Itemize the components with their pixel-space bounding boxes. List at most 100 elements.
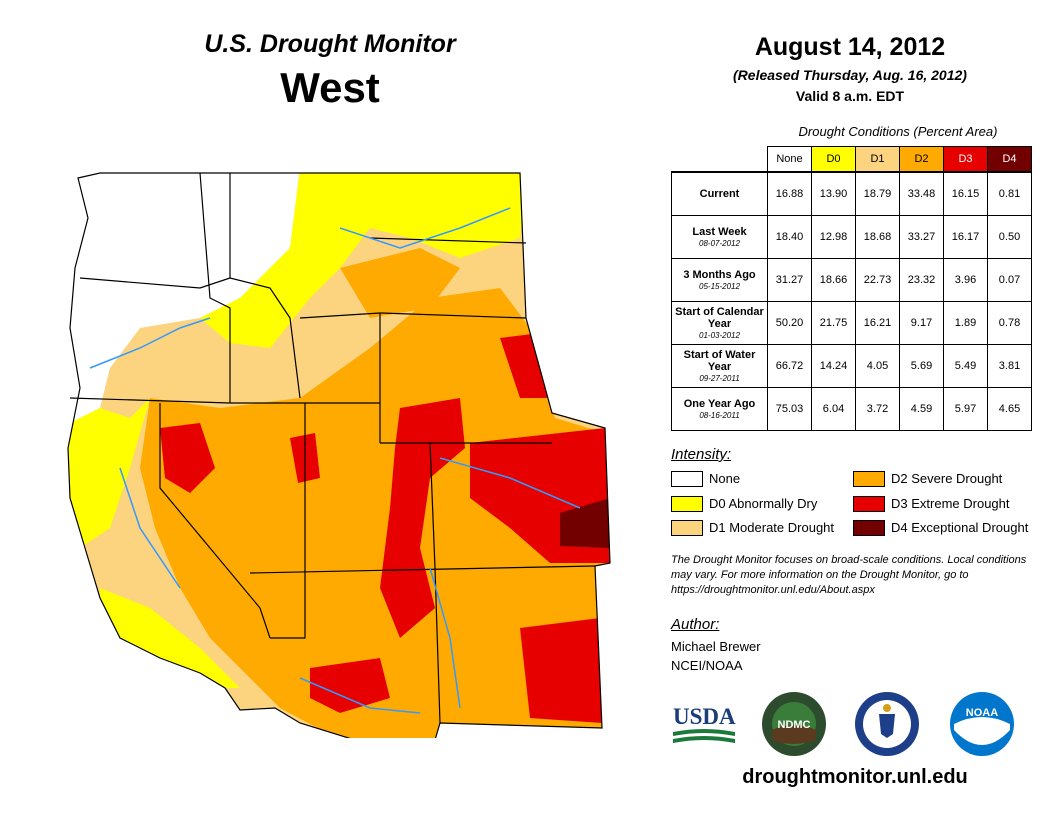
map-date: August 14, 2012 [754, 33, 946, 61]
legend-swatch [853, 520, 885, 536]
drought-area-d0-socal [100, 588, 240, 688]
cell-d1: 4.05 [855, 344, 900, 388]
legend-title: Intensity: [671, 446, 732, 463]
cell-d1: 18.79 [855, 171, 900, 216]
row-label-date: 08-07-2012 [699, 238, 740, 248]
usda-logo-text: USDA [673, 704, 736, 729]
table-row: Start of Water Year 09-27-2011 66.72 14.24 4… [671, 344, 1032, 388]
disclaimer-note: The Drought Monitor focuses on broad-sca… [671, 554, 1027, 596]
cat-header-none: None [767, 146, 812, 173]
cell-d3: 1.89 [943, 301, 988, 345]
table-row: One Year Ago 08-16-2011 75.03 6.04 3.72 4.59 5… [671, 387, 1032, 431]
ndmc-logo: NDMC [760, 690, 828, 758]
row-label: Current [671, 171, 768, 216]
row-label-main: Current [699, 187, 740, 200]
cell-d3: 5.49 [943, 344, 988, 388]
legend-label: D0 Abnormally Dry [709, 496, 818, 511]
author-org: NCEI/NOAA [671, 658, 743, 673]
legend-swatch [853, 471, 885, 487]
row-label-main: 3 Months Ago [683, 268, 756, 281]
row-label-date: 09-27-2011 [699, 373, 740, 383]
ndmc-logo-text: NDMC [778, 719, 811, 731]
legend-label: D3 Extreme Drought [891, 496, 1010, 511]
cell-none: 75.03 [767, 387, 812, 431]
drought-area-d0-idaho [200, 173, 370, 348]
legend-label: None [709, 471, 741, 486]
cell-d2: 23.32 [899, 258, 944, 302]
author-name: Michael Brewer [671, 639, 761, 654]
map-region-title: West [280, 64, 380, 111]
commerce-seal-logo [853, 690, 921, 758]
cell-none: 50.20 [767, 301, 812, 345]
cell-d2: 9.17 [899, 301, 944, 345]
cat-header-d4: D4 [987, 146, 1032, 173]
table-corner [672, 147, 768, 173]
cell-d0: 6.04 [811, 387, 856, 431]
drought-area-d2 [140, 288, 605, 738]
footer-url[interactable]: droughtmonitor.unl.edu [742, 766, 968, 788]
cell-d3: 5.97 [943, 387, 988, 431]
cell-d2: 33.27 [899, 215, 944, 259]
cell-d2: 33.48 [899, 171, 944, 216]
noaa-logo: NOAA [948, 690, 1016, 758]
cat-header-d3: D3 [943, 146, 988, 173]
row-label: Start of Calendar Year 01-03-2012 [671, 301, 768, 345]
row-label: 3 Months Ago 05-15-2012 [671, 258, 768, 302]
cell-d1: 22.73 [855, 258, 900, 302]
table-row: Current 16.88 13.90 18.79 33.48 16.15 0.81 [671, 171, 1032, 216]
author-title: Author: [671, 616, 720, 633]
cell-d3: 16.17 [943, 215, 988, 259]
cell-none: 31.27 [767, 258, 812, 302]
cell-d2: 4.59 [899, 387, 944, 431]
drought-area-d2-wyoming [340, 248, 460, 318]
table-caption: Drought Conditions (Percent Area) [798, 124, 998, 139]
row-label-date: 08-16-2011 [699, 410, 740, 420]
cell-d0: 14.24 [811, 344, 856, 388]
cell-d1: 16.21 [855, 301, 900, 345]
drought-area-none [68, 173, 300, 428]
row-label-main: Start of Water Year [683, 348, 756, 373]
cell-none: 66.72 [767, 344, 812, 388]
legend-swatch [671, 520, 703, 536]
drought-map [67, 172, 611, 738]
cat-header-d1: D1 [855, 146, 900, 173]
cell-none: 16.88 [767, 171, 812, 216]
row-label-date: 01-03-2012 [699, 330, 740, 340]
cell-none: 18.40 [767, 215, 812, 259]
cell-d0: 13.90 [811, 171, 856, 216]
row-label-main: Start of Calendar Year [675, 305, 764, 330]
legend-label: D2 Severe Drought [891, 471, 1003, 486]
drought-area-d3-nevada [160, 423, 215, 493]
cell-d0: 18.66 [811, 258, 856, 302]
legend-swatch [671, 471, 703, 487]
table-row: Last Week 08-07-2012 18.40 12.98 18.68 33.27 1… [671, 215, 1032, 259]
cell-d4: 0.50 [987, 215, 1032, 259]
cell-d1: 3.72 [855, 387, 900, 431]
map-super-title: U.S. Drought Monitor [204, 30, 456, 58]
cell-d4: 0.81 [987, 171, 1032, 216]
cell-d4: 0.07 [987, 258, 1032, 302]
cat-header-d0: D0 [811, 146, 856, 173]
legend-swatch [671, 496, 703, 512]
drought-area-d3-colorado [380, 398, 465, 638]
legend-label: D4 Exceptional Drought [891, 520, 1029, 535]
table-row: 3 Months Ago 05-15-2012 31.27 18.66 22.73 23.… [671, 258, 1032, 302]
drought-area-d0-montana [370, 173, 526, 258]
noaa-logo-text: NOAA [966, 707, 998, 719]
drought-conditions-table: None D0 D1 D2 D3 D4 Current 16.88 13.90 18.… [671, 146, 1032, 431]
drought-area-d0-coast [68, 398, 150, 548]
cell-d0: 21.75 [811, 301, 856, 345]
state-boundaries [67, 172, 611, 738]
row-label: Last Week 08-07-2012 [671, 215, 768, 259]
row-label: Start of Water Year 09-27-2011 [671, 344, 768, 388]
table-row: Start of Calendar Year 01-03-2012 50.20 21.… [671, 301, 1032, 345]
cell-d1: 18.68 [855, 215, 900, 259]
released-date: (Released Thursday, Aug. 16, 2012) [733, 67, 967, 83]
valid-time: Valid 8 a.m. EDT [795, 88, 905, 104]
cell-d3: 16.15 [943, 171, 988, 216]
usda-logo: USDA [671, 700, 737, 750]
row-label-main: Last Week [692, 225, 747, 238]
row-label: One Year Ago 08-16-2011 [671, 387, 768, 431]
author-block: Michael Brewer NCEI/NOAA [671, 637, 761, 675]
rivers [89, 207, 581, 714]
